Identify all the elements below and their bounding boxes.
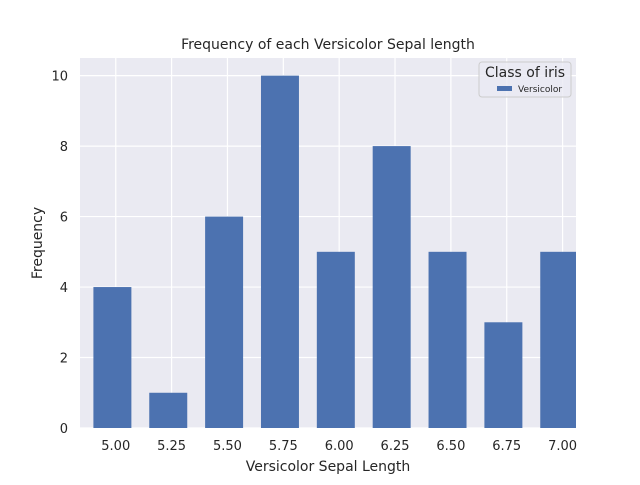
x-tick-label: 6.25 (381, 439, 410, 454)
x-tick-label: 5.50 (213, 439, 242, 454)
x-tick-label: 6.50 (436, 439, 465, 454)
legend-swatch (497, 86, 512, 91)
x-tick-label: 5.25 (157, 439, 186, 454)
histogram-bar (428, 251, 467, 428)
y-tick-label: 8 (60, 140, 68, 155)
x-tick-label: 6.00 (325, 439, 354, 454)
histogram-bar (540, 251, 576, 428)
legend-label-versicolor: Versicolor (518, 85, 562, 95)
chart-title: Frequency of each Versicolor Sepal lengt… (181, 37, 475, 53)
histogram-bar (372, 146, 411, 428)
histogram-bar (149, 392, 188, 428)
y-tick-label: 4 (60, 281, 68, 296)
x-axis-label: Versicolor Sepal Length (246, 459, 411, 475)
y-tick-label: 0 (60, 422, 68, 437)
y-tick-label: 6 (60, 211, 68, 226)
histogram-bar (484, 322, 523, 428)
y-tick-label: 2 (60, 352, 68, 367)
y-axis-label: Frequency (30, 207, 46, 279)
x-tick-label: 6.75 (492, 439, 521, 454)
bars (93, 75, 576, 428)
y-tick-labels: 0 2 4 6 8 10 (51, 70, 68, 437)
histogram-bar (93, 287, 132, 428)
x-tick-label: 5.00 (101, 439, 130, 454)
legend: Class of iris Versicolor (478, 61, 572, 98)
legend-title: Class of iris (485, 65, 565, 81)
histogram-bar (205, 216, 244, 428)
histogram-bar (316, 251, 355, 428)
x-tick-label: 5.75 (269, 439, 298, 454)
x-tick-label: 7.00 (548, 439, 577, 454)
y-tick-label: 10 (51, 70, 68, 85)
x-tick-labels: 5.00 5.25 5.50 5.75 6.00 6.25 6.50 6.75 7.00 (101, 439, 577, 454)
histogram-bar (260, 75, 299, 428)
